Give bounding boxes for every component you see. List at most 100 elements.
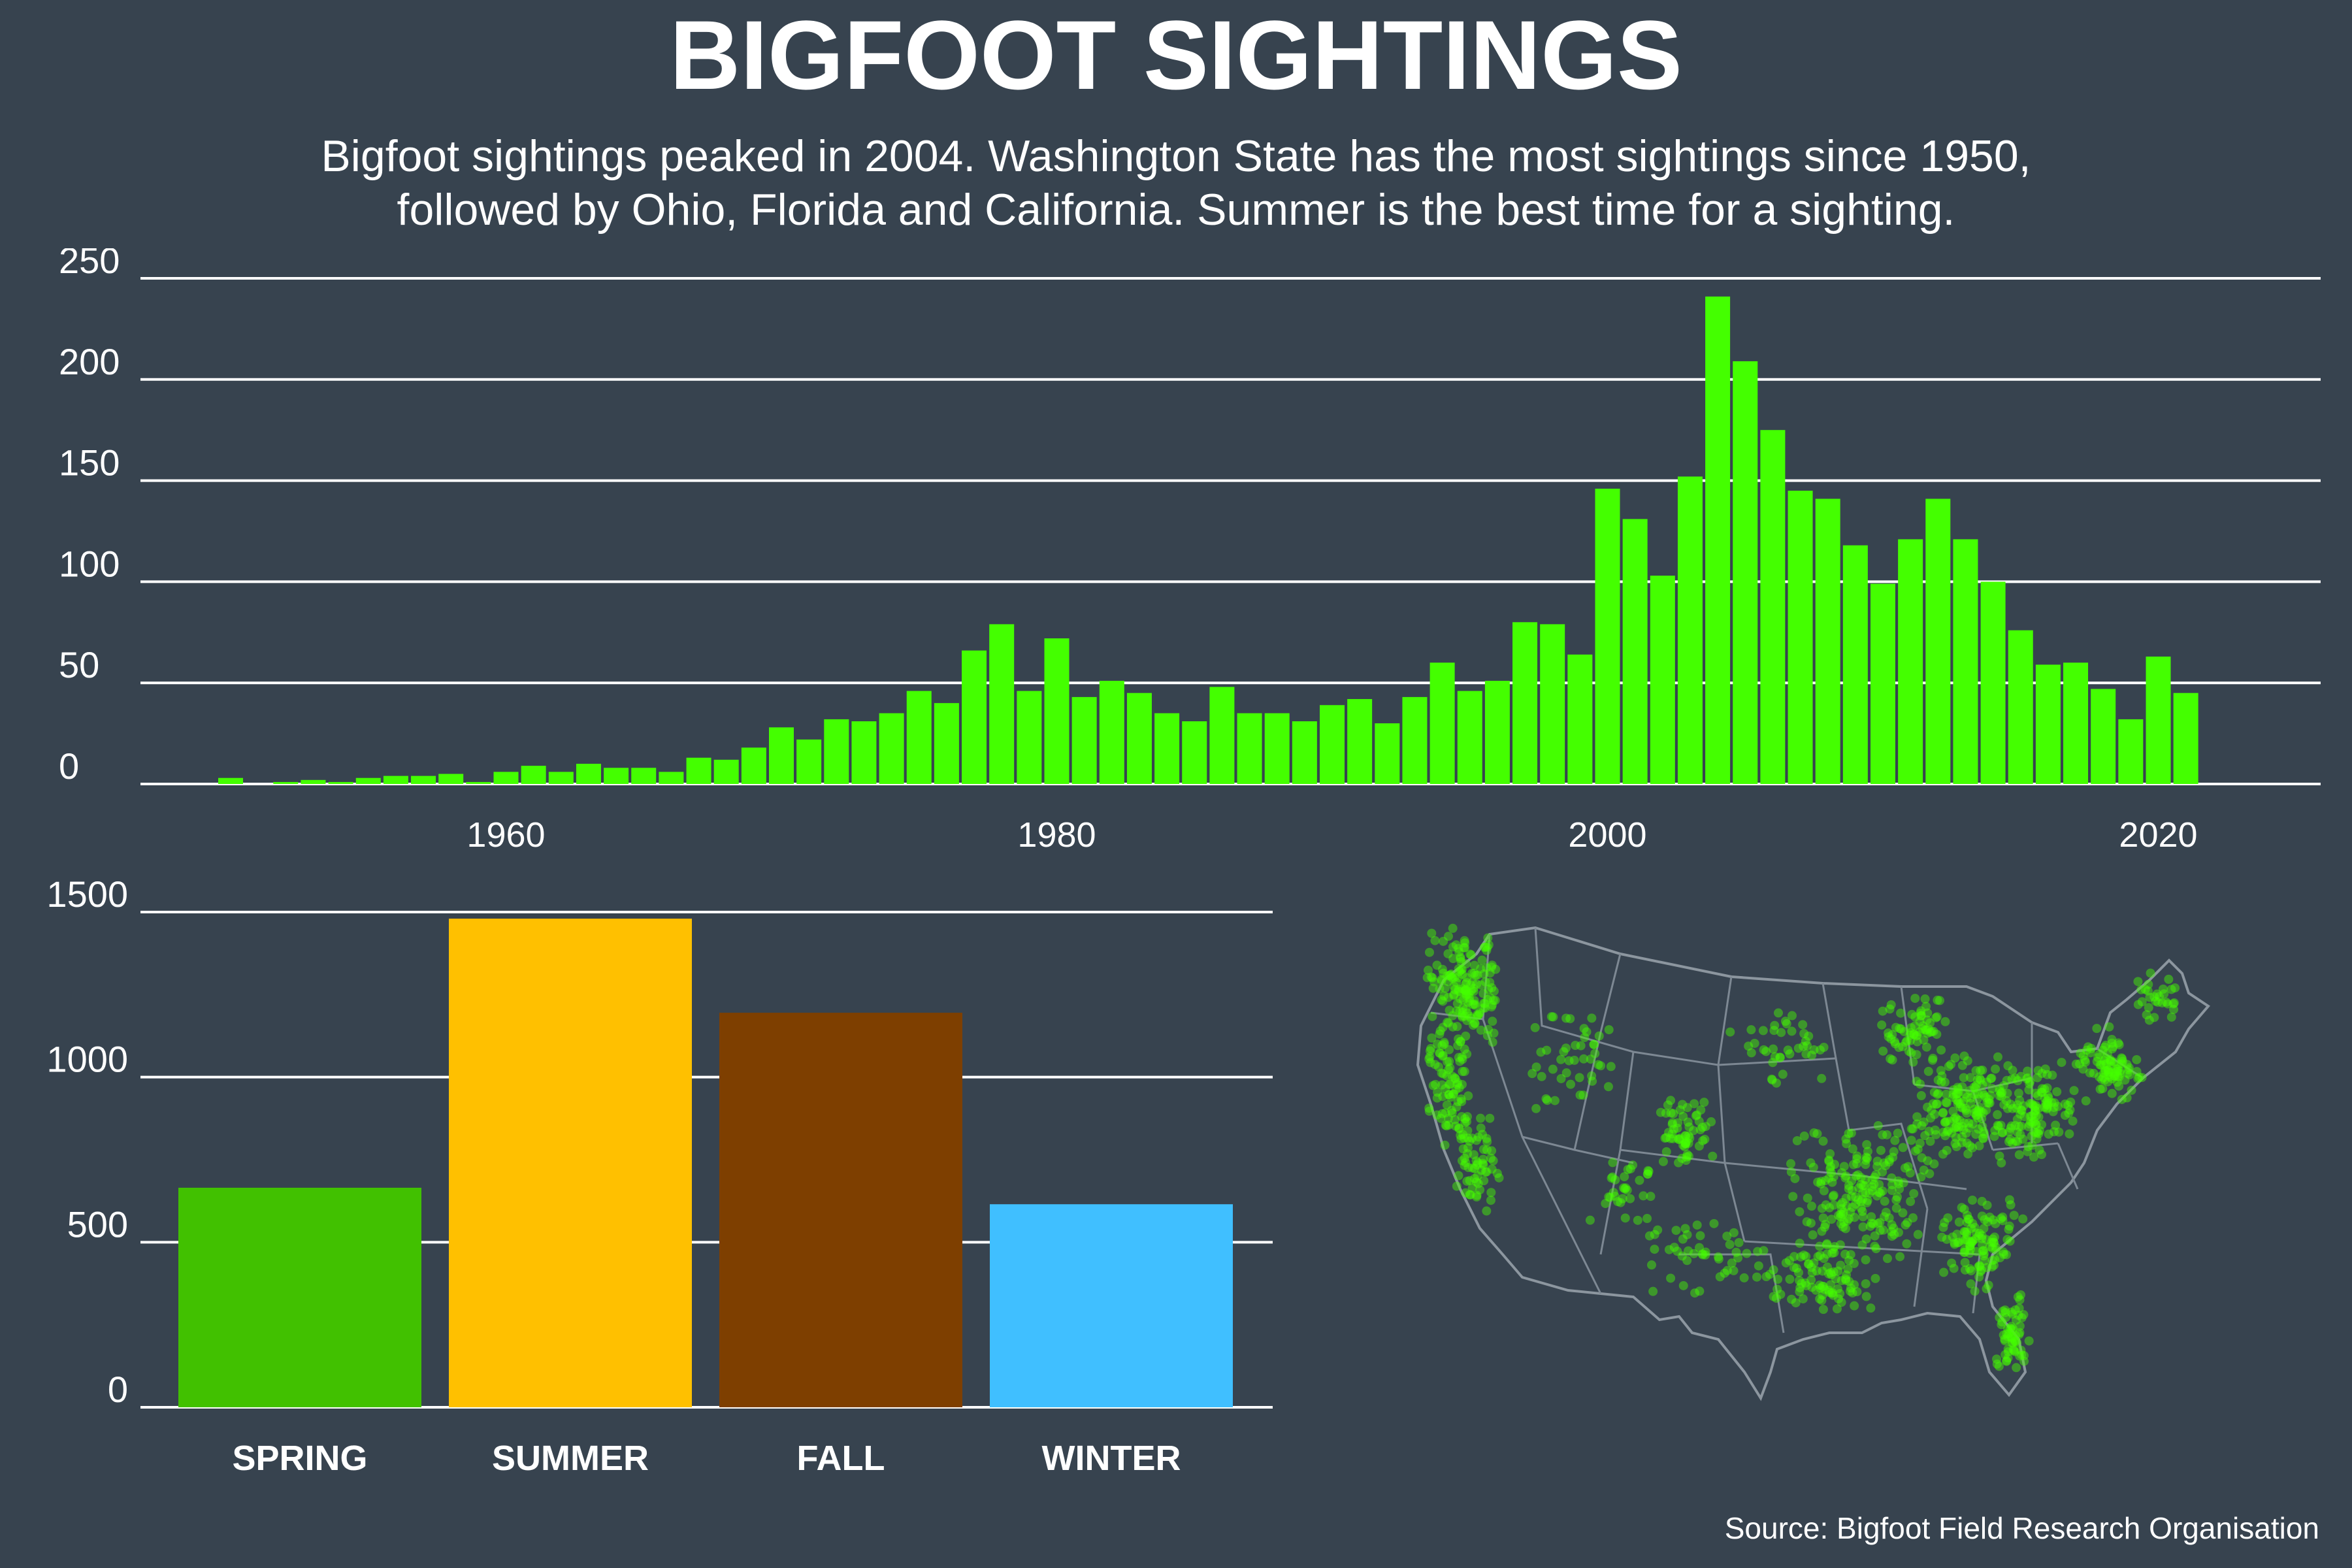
sighting-point <box>1976 1267 1985 1277</box>
sighting-point <box>2095 1060 2105 1070</box>
sighting-point <box>2095 1072 2104 1082</box>
sighting-point <box>1453 973 1463 983</box>
sighting-point <box>1842 1201 1852 1211</box>
sighting-point <box>1959 1247 1969 1257</box>
yearly-bar <box>1017 691 1042 784</box>
sighting-point <box>1833 1266 1843 1276</box>
sighting-point <box>1752 1272 1762 1282</box>
sighting-point <box>1957 1103 1967 1113</box>
yearly-bar <box>1760 430 1786 784</box>
sighting-point <box>1910 994 1920 1004</box>
sighting-point <box>1802 1217 1812 1227</box>
sighting-point <box>1985 1242 1995 1252</box>
sighting-point <box>1824 1285 1834 1295</box>
sighting-point <box>1461 1188 1471 1198</box>
sighting-point <box>2122 1060 2132 1070</box>
yearly-bar <box>1788 491 1813 784</box>
sighting-point <box>1970 1090 1980 1100</box>
sighting-point <box>1957 1138 1967 1148</box>
sighting-point <box>1593 1060 1603 1070</box>
sighting-point <box>1977 1114 1987 1124</box>
sighting-point <box>1673 1247 1682 1256</box>
sighting-point <box>1875 1218 1885 1228</box>
sighting-point <box>1424 947 1434 957</box>
sighting-point <box>2047 1098 2057 1107</box>
sighting-point <box>1861 1234 1871 1244</box>
sighting-point <box>1953 1099 1963 1109</box>
sighting-point <box>1884 1154 1894 1164</box>
sighting-point <box>2002 1235 2012 1245</box>
sighting-point <box>1960 1258 1970 1267</box>
sighting-point <box>1970 1222 1980 1232</box>
sighting-point <box>1878 1130 1887 1140</box>
sighting-point <box>1836 1200 1846 1209</box>
sighting-point <box>1827 1288 1837 1298</box>
sighting-point <box>1787 1294 1797 1304</box>
sighting-point <box>1953 1085 1963 1094</box>
sighting-point <box>1908 1029 1918 1039</box>
sighting-point <box>1966 1093 1976 1103</box>
sighting-point <box>1773 1275 1783 1284</box>
sighting-point <box>1963 1211 1972 1220</box>
sighting-point <box>2006 1307 2016 1317</box>
sighting-point <box>2170 983 2180 993</box>
sighting-point <box>1837 1276 1846 1286</box>
sighting-point <box>1912 1031 1921 1041</box>
sighting-point <box>1880 1212 1889 1222</box>
sighting-point <box>1973 1124 1983 1134</box>
sighting-point <box>1912 1050 1921 1060</box>
sighting-point <box>1872 1162 1882 1171</box>
sighting-point <box>1463 1149 1473 1158</box>
seasonal-category-labels: SPRING SUMMER FALL WINTER <box>232 1439 1181 1478</box>
sighting-point <box>1569 1055 1579 1065</box>
sighting-point <box>1999 1100 2009 1109</box>
sighting-point <box>1452 1022 1462 1032</box>
sighting-point <box>2080 1057 2090 1067</box>
sighting-point <box>2075 1059 2085 1069</box>
sighting-point <box>1896 1008 1906 1018</box>
sighting-point <box>1995 1084 2004 1094</box>
sighting-point <box>2000 1334 2010 1344</box>
sighting-point <box>1829 1242 1839 1252</box>
sighting-point <box>1470 1019 1480 1028</box>
sighting-point <box>2117 1053 2127 1063</box>
sighting-point <box>1692 1110 1702 1120</box>
sighting-point <box>1441 1108 1450 1118</box>
sighting-point <box>2065 1129 2074 1139</box>
sighting-point <box>1596 1061 1606 1071</box>
sighting-point <box>1531 1062 1541 1072</box>
sighting-point <box>1893 1128 1903 1138</box>
sighting-point <box>1914 1027 1924 1037</box>
sighting-point <box>1987 1084 1997 1094</box>
sighting-point <box>1437 1041 1447 1051</box>
sighting-point <box>1795 1283 1805 1293</box>
sighting-point <box>2028 1100 2038 1110</box>
sighting-point <box>1941 1098 1951 1107</box>
sighting-point <box>2132 1054 2142 1064</box>
sighting-point <box>1635 1175 1644 1185</box>
sighting-point <box>2104 1065 2114 1075</box>
sighting-point <box>1460 1118 1470 1128</box>
sighting-point <box>2001 1307 2010 1317</box>
sighting-point <box>2037 1120 2047 1130</box>
sighting-point <box>1628 1160 1638 1170</box>
sighting-point <box>2031 1111 2041 1120</box>
sighting-point <box>1963 1149 1973 1159</box>
sighting-point <box>1851 1200 1861 1209</box>
sighting-point <box>1469 1174 1479 1184</box>
sighting-point <box>1806 1218 1816 1228</box>
sighting-point <box>1489 1028 1499 1038</box>
sighting-point <box>1488 1037 1497 1047</box>
sighting-point <box>1422 973 1432 983</box>
sighting-point <box>1456 956 1466 966</box>
sighting-point <box>1985 1090 1995 1100</box>
sighting-point <box>2110 1071 2119 1081</box>
yearly-bar <box>686 757 711 784</box>
sighting-point <box>1476 964 1486 973</box>
sighting-point <box>1809 1258 1819 1268</box>
sighting-point <box>1684 1138 1693 1148</box>
sighting-point <box>2042 1103 2052 1113</box>
sighting-point <box>1907 1009 1917 1019</box>
sighting-point <box>1663 1100 1673 1110</box>
sighting-point <box>2019 1350 2029 1360</box>
